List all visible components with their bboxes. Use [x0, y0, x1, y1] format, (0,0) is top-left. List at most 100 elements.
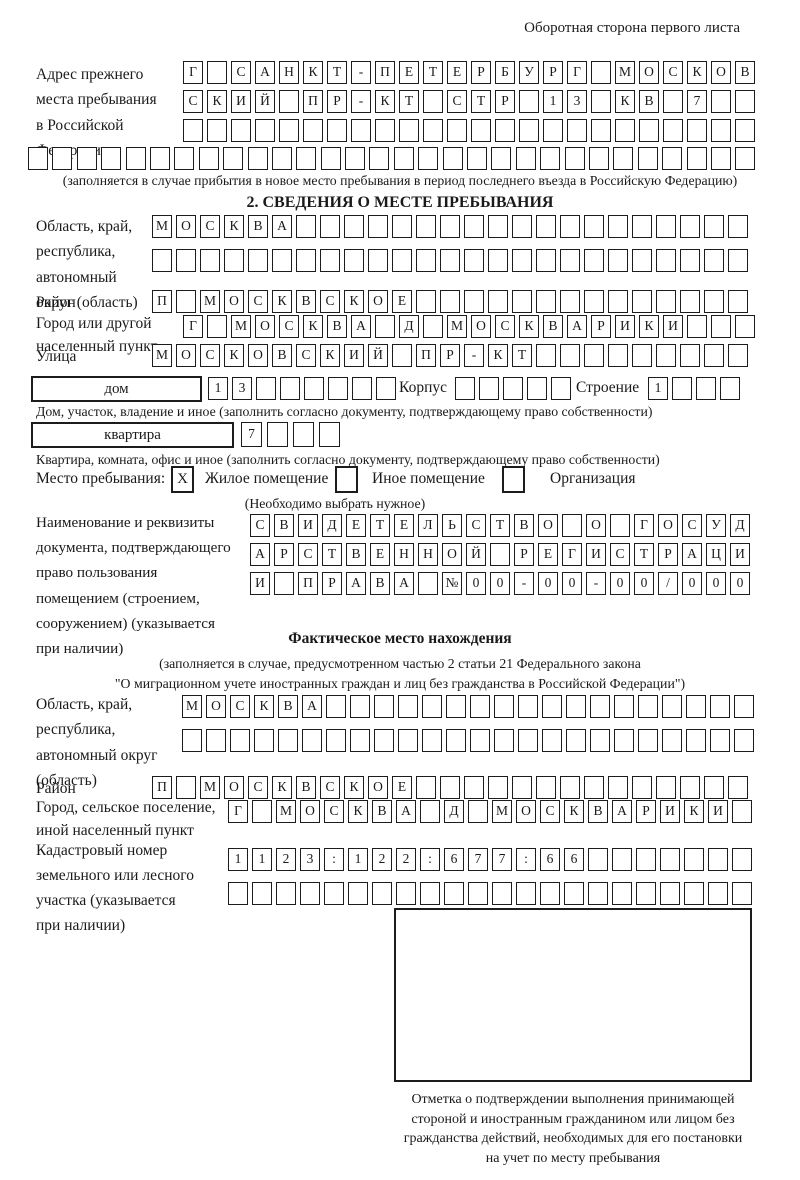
char-box: [684, 848, 704, 871]
char-box: [304, 377, 324, 400]
char-box: [551, 377, 571, 400]
char-box: [392, 249, 412, 272]
char-box: [416, 249, 436, 272]
actual-region-label: Область, край, республика, автономный ок…: [36, 696, 158, 790]
char-box: [516, 882, 536, 905]
char-box: [536, 776, 556, 799]
char-box: П: [152, 290, 172, 313]
stay-type-note: (Необходимо выбрать нужное): [244, 496, 426, 511]
char-box: В: [639, 90, 659, 113]
char-box: [255, 119, 275, 142]
char-box: [720, 377, 740, 400]
char-box: И: [663, 315, 683, 338]
char-box: Е: [346, 514, 366, 537]
char-box: [704, 249, 724, 272]
char-box: М: [231, 315, 251, 338]
char-box: [608, 290, 628, 313]
char-box: [728, 215, 748, 238]
actual-region-row-2: [182, 729, 754, 752]
char-box: В: [372, 800, 392, 823]
char-box: Р: [591, 315, 611, 338]
char-box: М: [152, 344, 172, 367]
char-box: [542, 695, 562, 718]
char-box: В: [588, 800, 608, 823]
char-box: [444, 882, 464, 905]
char-box: Б: [495, 61, 515, 84]
char-box: Г: [183, 315, 203, 338]
char-box: [656, 249, 676, 272]
char-box: У: [519, 61, 539, 84]
char-box: [518, 729, 538, 752]
char-box: И: [344, 344, 364, 367]
char-box: К: [320, 344, 340, 367]
char-box: С: [279, 315, 299, 338]
char-box: [252, 800, 272, 823]
char-box: А: [250, 543, 270, 566]
house-caption: Дом, участок, владение и иное (заполнить…: [36, 404, 653, 419]
char-box: В: [514, 514, 534, 537]
char-box: [590, 729, 610, 752]
char-box: [686, 729, 706, 752]
char-box: О: [248, 344, 268, 367]
char-box: Е: [392, 776, 412, 799]
char-box: [488, 776, 508, 799]
char-box: [584, 776, 604, 799]
char-box: 3: [232, 377, 252, 400]
char-box: А: [272, 215, 292, 238]
char-box: [348, 882, 368, 905]
char-box: [440, 215, 460, 238]
char-box: [468, 800, 488, 823]
char-box: 1: [543, 90, 563, 113]
char-box: К: [564, 800, 584, 823]
char-box: [591, 90, 611, 113]
char-box: К: [615, 90, 635, 113]
char-box: [267, 422, 288, 447]
char-box: [464, 249, 484, 272]
stamp-caption: Отметка о подтверждении выполнения прини…: [403, 1092, 743, 1166]
char-box: [728, 776, 748, 799]
char-box: В: [346, 543, 366, 566]
char-box: [231, 119, 251, 142]
char-box: [350, 695, 370, 718]
char-box: А: [396, 800, 416, 823]
char-box: [732, 848, 752, 871]
char-box: [464, 215, 484, 238]
char-box: [632, 344, 652, 367]
char-box: Д: [322, 514, 342, 537]
stroenie-label: Строение: [576, 379, 640, 396]
region-label: Область, край, республика, автономный ок…: [36, 218, 138, 312]
char-box: Д: [399, 315, 419, 338]
char-box: [560, 344, 580, 367]
char-box: Е: [394, 514, 414, 537]
char-box: С: [248, 290, 268, 313]
apartment-caption: Квартира, комната, офис и иное (заполнит…: [36, 452, 660, 467]
char-box: М: [182, 695, 202, 718]
char-box: Р: [495, 90, 515, 113]
char-box: 0: [706, 572, 726, 595]
char-box: [614, 695, 634, 718]
char-box: [732, 882, 752, 905]
char-box: Т: [370, 514, 390, 537]
char-box: В: [370, 572, 390, 595]
char-box: Р: [327, 90, 347, 113]
char-box: [455, 377, 475, 400]
actual-district-label: Район: [36, 780, 76, 797]
char-box: [416, 215, 436, 238]
char-box: О: [516, 800, 536, 823]
char-box: [660, 848, 680, 871]
char-box: [710, 147, 731, 170]
char-box: [637, 147, 658, 170]
char-box: А: [567, 315, 587, 338]
char-box: М: [152, 215, 172, 238]
char-box: [399, 119, 419, 142]
page-side-note: Оборотная сторона первого листа: [524, 20, 740, 36]
char-box: [591, 119, 611, 142]
char-box: Е: [538, 543, 558, 566]
char-box: [632, 249, 652, 272]
char-box: [608, 215, 628, 238]
char-box: Й: [255, 90, 275, 113]
char-box: И: [250, 572, 270, 595]
char-box: [488, 249, 508, 272]
char-box: [656, 215, 676, 238]
char-box: [200, 249, 220, 272]
